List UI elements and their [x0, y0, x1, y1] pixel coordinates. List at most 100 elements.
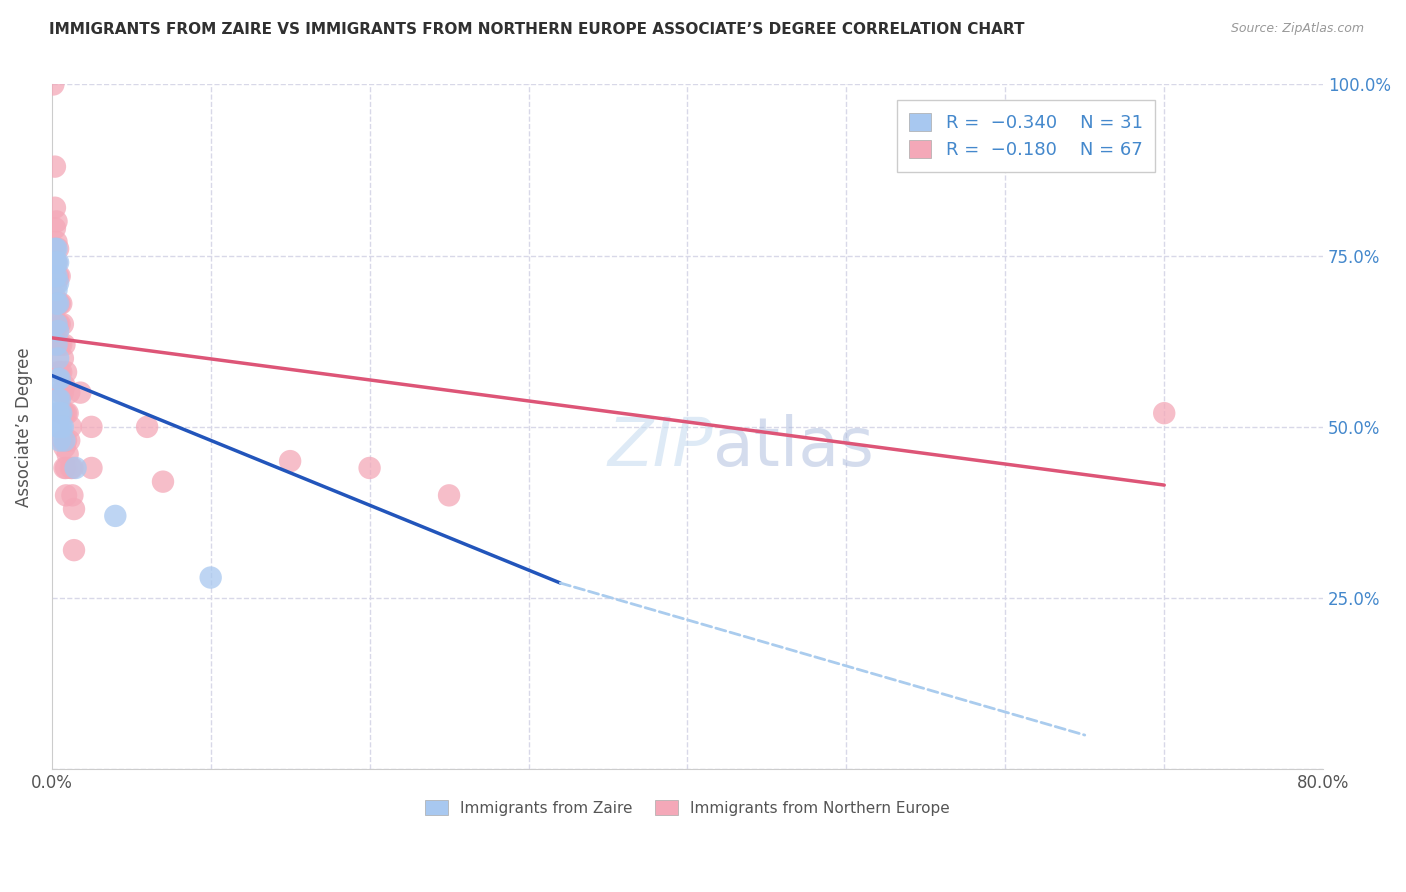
Text: Source: ZipAtlas.com: Source: ZipAtlas.com [1230, 22, 1364, 36]
Point [42, 78, 65, 92]
Point [46, 269, 69, 284]
Point [53, 337, 76, 351]
Point [55, 461, 77, 475]
Point [51, 296, 73, 310]
Point [52, 406, 75, 420]
Point [200, 570, 222, 584]
Point [45, 296, 67, 310]
Point [46, 365, 69, 379]
Text: atlas: atlas [713, 415, 873, 481]
Point [46, 392, 69, 407]
Point [44, 269, 66, 284]
Point [48, 372, 70, 386]
Point [44, 290, 66, 304]
Point [46, 324, 69, 338]
Point [52, 385, 75, 400]
Point [48, 406, 70, 420]
Point [46, 337, 69, 351]
Point [65, 461, 87, 475]
Point [53, 461, 76, 475]
Point [53, 378, 76, 392]
Point [44, 160, 66, 174]
Point [52, 420, 75, 434]
Point [46, 255, 69, 269]
Point [44, 242, 66, 256]
Point [53, 441, 76, 455]
Point [104, 508, 127, 523]
Point [44, 221, 66, 235]
Point [80, 420, 103, 434]
Point [51, 385, 73, 400]
Point [62, 461, 84, 475]
Text: ZIP: ZIP [607, 415, 713, 481]
Point [55, 434, 77, 448]
Point [45, 255, 67, 269]
Point [59, 461, 82, 475]
Point [45, 269, 67, 284]
Point [52, 317, 75, 331]
Point [44, 255, 66, 269]
Point [45, 276, 67, 290]
Text: IMMIGRANTS FROM ZAIRE VS IMMIGRANTS FROM NORTHERN EUROPE ASSOCIATE’S DEGREE CORR: IMMIGRANTS FROM ZAIRE VS IMMIGRANTS FROM… [49, 22, 1025, 37]
Point [46, 372, 69, 386]
Point [69, 385, 91, 400]
Point [359, 461, 381, 475]
Point [48, 392, 70, 407]
Point [45, 242, 67, 256]
Point [63, 502, 86, 516]
Point [46, 317, 69, 331]
Point [55, 365, 77, 379]
Point [48, 365, 70, 379]
Point [62, 488, 84, 502]
Point [45, 337, 67, 351]
Point [51, 406, 73, 420]
Point [48, 269, 70, 284]
Point [44, 201, 66, 215]
Point [44, 242, 66, 256]
Point [53, 434, 76, 448]
Point [48, 434, 70, 448]
Point [45, 337, 67, 351]
Point [45, 255, 67, 269]
Point [437, 488, 460, 502]
Point [46, 296, 69, 310]
Point [278, 454, 301, 468]
Point [46, 296, 69, 310]
Point [51, 365, 73, 379]
Point [53, 406, 76, 420]
Point [45, 214, 67, 228]
Point [46, 420, 69, 434]
Point [48, 337, 70, 351]
Point [46, 276, 69, 290]
Point [48, 420, 70, 434]
Point [51, 337, 73, 351]
Point [51, 420, 73, 434]
Point [56, 447, 79, 461]
Point [63, 543, 86, 558]
Point [48, 296, 70, 310]
Point [45, 317, 67, 331]
Point [136, 420, 159, 434]
Point [44, 255, 66, 269]
Point [56, 406, 79, 420]
Point [55, 406, 77, 420]
Point [52, 351, 75, 366]
Point [45, 283, 67, 297]
Point [45, 296, 67, 310]
Point [152, 475, 174, 489]
Point [45, 317, 67, 331]
Point [51, 406, 73, 420]
Legend: Immigrants from Zaire, Immigrants from Northern Europe: Immigrants from Zaire, Immigrants from N… [418, 792, 957, 823]
Point [46, 242, 69, 256]
Point [46, 351, 69, 366]
Point [1153, 406, 1175, 420]
Point [52, 434, 75, 448]
Point [58, 434, 80, 448]
Point [44, 269, 66, 284]
Point [58, 385, 80, 400]
Point [48, 317, 70, 331]
Y-axis label: Associate’s Degree: Associate’s Degree [15, 347, 32, 507]
Point [46, 406, 69, 420]
Point [59, 420, 82, 434]
Point [80, 461, 103, 475]
